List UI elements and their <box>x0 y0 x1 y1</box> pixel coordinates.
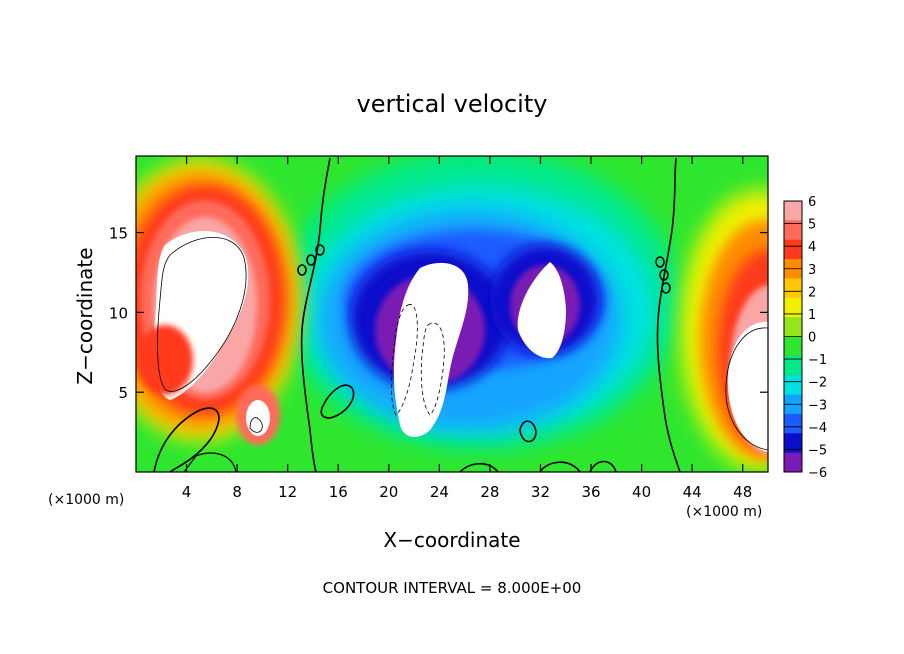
x-tick-label: 44 <box>683 483 702 501</box>
y-tick-label: 15 <box>109 225 128 243</box>
colorbar-tick-label: 0 <box>808 331 816 346</box>
downdraft-region <box>280 156 680 450</box>
colorbar: 6 5 4 3 2 1 0 −1 −2 −3 −4 −5 −6 <box>783 195 827 481</box>
colorbar-tick-label: 4 <box>808 240 816 255</box>
x-tick-label: 40 <box>632 483 651 501</box>
negative-contours <box>390 304 445 416</box>
thin-contours <box>157 237 768 451</box>
colorbar-tick-label: −6 <box>808 466 827 481</box>
left-updraft-region <box>136 160 300 445</box>
x-tick-label: 16 <box>329 483 348 501</box>
contour-interval-footer: CONTOUR INTERVAL = 8.000E+00 <box>323 579 582 597</box>
colorbar-tick-label: −2 <box>808 376 827 391</box>
y-axis-label: Z−coordinate <box>73 247 97 384</box>
colorbar-swatch <box>784 317 802 337</box>
colorbar-swatch <box>784 297 802 318</box>
x-tick-label: 36 <box>581 483 600 501</box>
colorbar-swatch <box>784 413 802 434</box>
colorbar-tick-label: −4 <box>808 421 827 436</box>
y-tick-label: 5 <box>118 384 128 402</box>
colorbar-tick-label: 6 <box>808 195 816 210</box>
colorbar-tick-label: 5 <box>808 218 816 233</box>
contour-lines <box>153 157 681 472</box>
x-tick-label: 20 <box>379 483 398 501</box>
colorbar-swatch <box>784 355 802 376</box>
colorbar-tick-label: 3 <box>808 263 816 278</box>
colorbar-swatch <box>784 375 802 396</box>
y-tick-label: 10 <box>109 304 128 322</box>
colorbar-tick-label: −3 <box>808 398 827 413</box>
plot-area <box>136 156 768 472</box>
colorbar-swatch <box>784 452 802 473</box>
plot-frame <box>135 155 769 473</box>
colorbar-tick-label: −5 <box>808 443 827 458</box>
x-tick-label: 12 <box>278 483 297 501</box>
colorbar-swatch <box>784 336 802 357</box>
right-updraft-region <box>680 190 768 470</box>
colorbar-swatch <box>784 201 802 221</box>
x-tick-label: 4 <box>182 483 192 501</box>
x-tick-label: 24 <box>430 483 449 501</box>
colorbar-swatch <box>784 239 802 260</box>
x-tick-label: 28 <box>480 483 499 501</box>
colorbar-tick-label: 2 <box>808 285 816 300</box>
x-axis-label: X−coordinate <box>383 528 520 552</box>
y-axis: 5 10 15 <box>109 225 768 402</box>
x-units-right: (×1000 m) <box>686 504 762 520</box>
colorbar-tick-label: −1 <box>808 353 827 368</box>
x-tick-label: 32 <box>531 483 550 501</box>
colorbar-tick-label: 1 <box>808 308 816 323</box>
colorbar-swatch <box>784 220 802 241</box>
x-axis: 4 8 12 16 20 24 28 32 36 40 44 48 <box>182 156 752 501</box>
x-units-left: (×1000 m) <box>48 492 124 508</box>
x-tick-label: 8 <box>232 483 242 501</box>
chart-title: vertical velocity <box>357 90 548 118</box>
colorbar-swatch <box>784 278 802 299</box>
x-tick-label: 48 <box>733 483 752 501</box>
colorbar-swatch <box>784 433 802 454</box>
